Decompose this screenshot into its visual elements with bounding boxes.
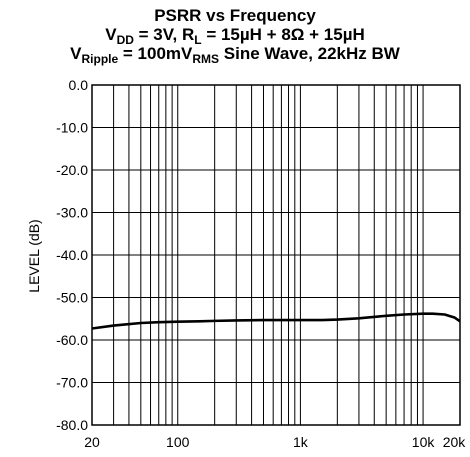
subtitle-1-part-2: = 3V, R — [133, 25, 195, 44]
grid — [92, 84, 460, 426]
x-tick-label: 10k — [412, 434, 436, 450]
plot-frame — [91, 84, 461, 426]
x-tick-label: 100 — [166, 434, 190, 450]
y-tick-label: -20.0 — [56, 162, 88, 178]
subtitle-1-sub-1: DD — [116, 33, 134, 47]
y-tick-label: -80.0 — [56, 417, 88, 433]
subtitle-2-part-1: V — [70, 44, 82, 63]
y-axis-ticks: 0.0 -10.0 -20.0 -30.0 -40.0 -50.0 -60.0 -70.0 -8… — [56, 77, 88, 433]
x-tick-label: 20 — [84, 434, 100, 450]
subtitle-2-part-3: Sine Wave, 22kHz BW — [219, 44, 400, 63]
subtitle-2-sub-2: RMS — [192, 52, 220, 66]
x-axis-ticks: 20 100 1k 10k 20k — [84, 434, 466, 450]
y-tick-label: -10.0 — [56, 120, 88, 136]
subtitle-1-sub-2: L — [194, 33, 202, 47]
x-tick-label: 20k — [443, 434, 467, 450]
chart-subtitle-line-1: VDD = 3V, RL = 15µH + 8Ω + 15µH — [0, 25, 470, 47]
subtitle-1-part-3: = 15µH + 8Ω + 15µH — [201, 25, 365, 44]
chart-subtitle-line-2: VRipple = 100mVRMS Sine Wave, 22kHz BW — [0, 44, 470, 66]
y-tick-label: -60.0 — [56, 332, 88, 348]
y-tick-label: 0.0 — [69, 77, 89, 93]
subtitle-2-sub-1: Ripple — [81, 52, 119, 66]
y-axis-label: LEVEL (dB) — [26, 219, 42, 292]
psrr-series-line — [91, 312, 461, 330]
chart-title: PSRR vs Frequency — [154, 6, 316, 25]
y-tick-label: -30.0 — [56, 205, 88, 221]
subtitle-2-part-2: = 100mV — [118, 44, 193, 63]
subtitle-1-part-1: V — [105, 25, 117, 44]
y-tick-label: -40.0 — [56, 247, 88, 263]
y-tick-label: -50.0 — [56, 290, 88, 306]
y-tick-label: -70.0 — [56, 375, 88, 391]
x-tick-label: 1k — [293, 434, 309, 450]
